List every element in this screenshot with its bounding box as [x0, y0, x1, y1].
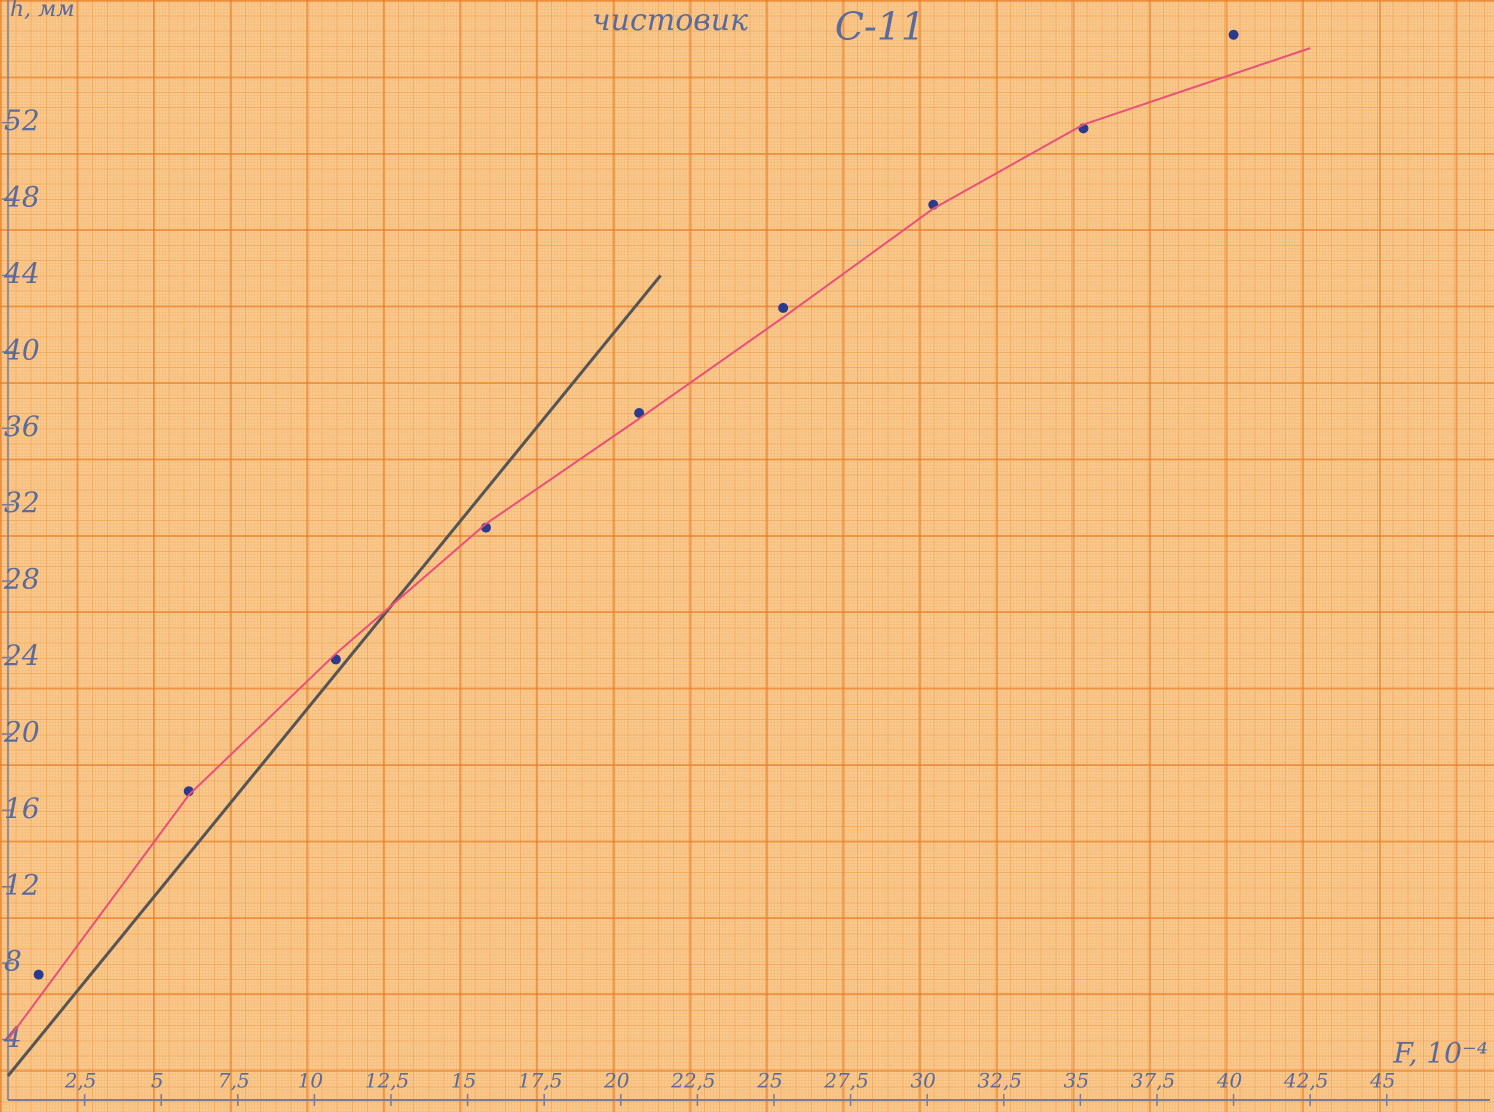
y-tick-label: 36: [4, 410, 40, 443]
x-tick-label: 35: [1064, 1069, 1089, 1093]
chart-title: чистовик: [592, 3, 748, 38]
x-tick-label: 20: [603, 1069, 630, 1093]
data-point: [778, 303, 788, 313]
y-tick-label: 32: [4, 486, 40, 519]
x-tick-label: 2,5: [64, 1069, 97, 1093]
y-tick-label: 48: [3, 181, 40, 214]
y-tick-label: 24: [3, 639, 40, 672]
x-tick-label: 10: [298, 1069, 324, 1093]
x-tick-label: 27,5: [823, 1069, 869, 1093]
x-tick-label: 32,5: [978, 1069, 1023, 1093]
y-tick-label: 8: [4, 945, 22, 978]
data-point: [1229, 30, 1239, 40]
x-tick-label: 37,5: [1131, 1069, 1176, 1093]
x-tick-label: 45: [1369, 1069, 1395, 1093]
x-axis-label: F, 10⁻⁴: [1393, 1037, 1489, 1070]
page: чистовик С-11 h, мм F, 10⁻⁴ 2,5 5 7,5 10 12,…: [0, 0, 1494, 1112]
y-tick-label: 16: [4, 792, 40, 825]
x-tick-label: 25: [756, 1069, 782, 1093]
x-tick-label: 12,5: [365, 1069, 410, 1093]
chart: чистовик С-11 h, мм F, 10⁻⁴ 2,5 5 7,5 10 12,…: [0, 0, 1494, 1112]
x-tick-label: 7,5: [218, 1069, 250, 1093]
y-tick-label: 44: [3, 257, 40, 290]
trend-line: [8, 275, 661, 1075]
y-axis-label: h, мм: [10, 0, 75, 22]
x-tick-label: 5: [151, 1069, 164, 1093]
x-tick-label: 40: [1216, 1069, 1243, 1093]
y-tick-label: 12: [4, 868, 40, 901]
y-tick-label: 28: [3, 563, 40, 596]
y-tick-label: 52: [4, 104, 40, 137]
trend-line: [8, 48, 1310, 1039]
y-tick-label: 40: [3, 333, 40, 366]
x-tick-label: 22,5: [670, 1069, 716, 1093]
y-tick-label: 20: [3, 715, 40, 748]
x-tick-label: 15: [451, 1069, 476, 1093]
x-tick-label: 42,5: [1283, 1069, 1329, 1093]
chart-subtitle: С-11: [835, 5, 925, 49]
data-point: [34, 970, 44, 980]
x-tick-label: 30: [910, 1069, 936, 1093]
x-tick-label: 17,5: [518, 1069, 563, 1093]
